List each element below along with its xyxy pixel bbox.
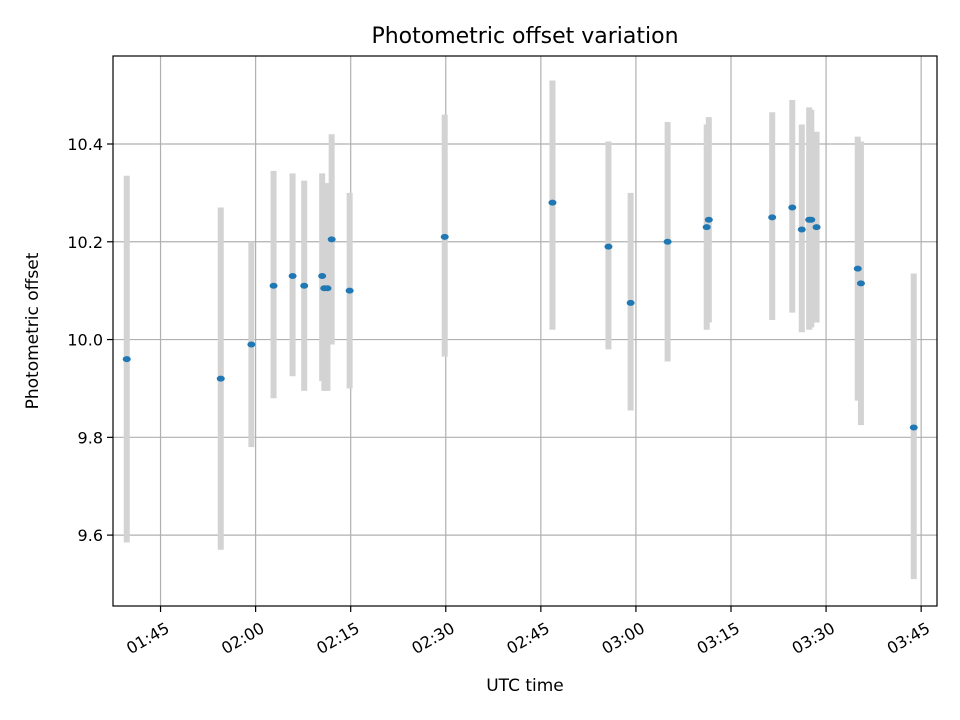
data-point <box>318 273 327 279</box>
y-tick-label: 10.4 <box>67 135 103 154</box>
x-axis-ticks: 01:45 02:00 02:15 02:30 02:45 03:00 03:15 03:30… <box>123 606 933 658</box>
data-point <box>323 285 332 292</box>
data-point <box>440 233 449 240</box>
data-point <box>702 224 711 231</box>
data-point <box>807 216 816 223</box>
y-tick-label: 9.6 <box>78 526 103 545</box>
x-tick-label: 03:15 <box>694 618 743 658</box>
x-tick-label: 03:00 <box>598 618 647 658</box>
data-point <box>797 226 806 233</box>
data-point <box>853 265 862 272</box>
data-point <box>812 224 821 231</box>
data-point <box>216 375 225 382</box>
data-point <box>327 236 336 243</box>
data-point <box>300 282 309 289</box>
y-tick-label: 10.2 <box>67 233 103 252</box>
x-tick-label: 02:00 <box>218 618 267 658</box>
data-point <box>548 199 557 206</box>
data-point <box>269 282 278 289</box>
data-point <box>604 243 613 250</box>
data-point <box>247 341 256 348</box>
data-point <box>345 287 354 294</box>
x-tick-label: 02:45 <box>503 618 552 658</box>
data-points <box>122 199 918 431</box>
data-point <box>704 216 713 223</box>
data-point <box>122 356 131 363</box>
x-tick-label: 03:30 <box>789 618 838 658</box>
x-axis-label: UTC time <box>486 676 564 696</box>
x-tick-label: 02:30 <box>408 618 457 658</box>
data-point <box>768 214 777 221</box>
data-point <box>856 280 865 287</box>
data-point <box>788 204 797 211</box>
chart-title: Photometric offset variation <box>371 24 678 49</box>
y-axis-ticks: 9.6 9.8 10.0 10.2 10.4 <box>67 135 113 545</box>
x-tick-label: 02:15 <box>313 618 362 658</box>
error-bars <box>123 80 917 580</box>
plot-frame <box>112 55 938 607</box>
y-tick-label: 9.8 <box>78 428 103 447</box>
data-point <box>909 424 918 431</box>
y-tick-label: 10.0 <box>67 331 103 350</box>
x-tick-label: 01:45 <box>123 618 172 658</box>
x-tick-label: 03:45 <box>884 618 933 658</box>
y-axis-label: Photometric offset <box>23 252 43 409</box>
data-point <box>288 273 297 279</box>
data-point <box>663 238 672 245</box>
data-point <box>626 299 635 306</box>
